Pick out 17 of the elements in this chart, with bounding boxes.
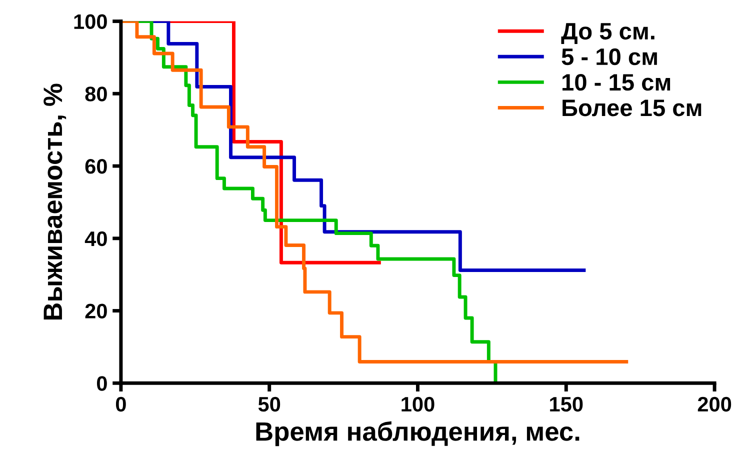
legend-label: 10 - 15 см: [562, 74, 670, 91]
x-tick-label: 50: [258, 396, 280, 412]
y-tick-label: 40: [84, 231, 107, 246]
y-axis-title: Выживаемость, %: [44, 84, 66, 320]
y-tick-label: 0: [96, 376, 107, 391]
x-tick-label: 0: [116, 396, 126, 412]
y-tick-label: 80: [85, 86, 107, 102]
x-axis-title: Время наблюдения, мес.: [256, 421, 580, 446]
legend-label: Более 15 см: [562, 100, 702, 116]
x-tick-label: 150: [550, 396, 583, 412]
y-tick-label: 60: [85, 159, 107, 174]
y-tick-label: 20: [85, 304, 107, 319]
x-tick-label: 100: [402, 396, 434, 412]
legend-label: До 5 см.: [561, 23, 654, 44]
legend-label: 5 - 10 см: [562, 48, 657, 66]
x-tick-label: 200: [698, 396, 732, 412]
y-tick-label: 100: [74, 14, 107, 30]
